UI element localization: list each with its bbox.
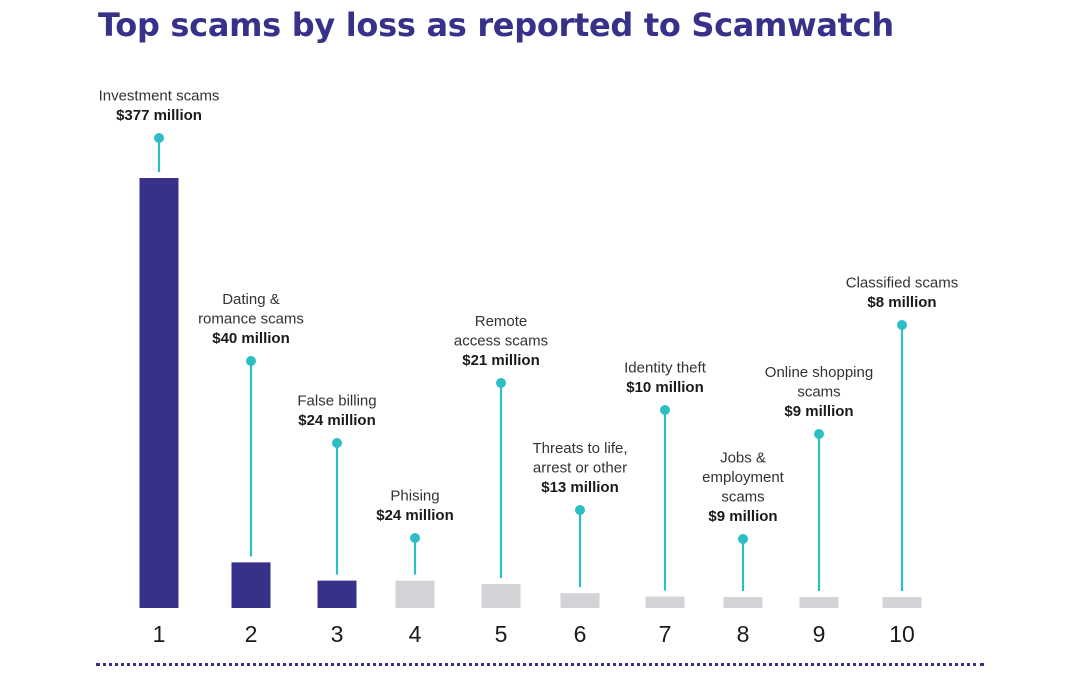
bar-3 bbox=[317, 580, 357, 608]
scam-name-5-line-1: Remote bbox=[475, 313, 528, 330]
stem-dot-3 bbox=[332, 438, 342, 448]
value-label-5: $21 million bbox=[462, 352, 540, 369]
chart-title: Top scams by loss as reported to Scamwat… bbox=[98, 6, 894, 44]
stem-dot-5 bbox=[496, 378, 506, 388]
rank-label-7: 7 bbox=[659, 621, 672, 647]
rank-label-3: 3 bbox=[331, 621, 344, 647]
value-label-10: $8 million bbox=[867, 294, 936, 311]
scam-name-2-line-2: romance scams bbox=[198, 311, 304, 328]
stem-dot-7 bbox=[660, 405, 670, 415]
bar-4 bbox=[395, 580, 435, 608]
value-label-8: $9 million bbox=[708, 508, 777, 525]
bar-8 bbox=[723, 597, 763, 608]
scam-name-6-line-1: Threats to life, bbox=[532, 440, 627, 457]
value-label-7: $10 million bbox=[626, 379, 704, 396]
scam-name-9-line-1: Online shopping bbox=[765, 364, 873, 381]
stem-dot-6 bbox=[575, 505, 585, 515]
bar-5 bbox=[481, 584, 521, 608]
value-label-3: $24 million bbox=[298, 412, 376, 429]
rank-label-6: 6 bbox=[574, 621, 587, 647]
value-label-2: $40 million bbox=[212, 330, 290, 347]
scam-name-5-line-2: access scams bbox=[454, 333, 548, 350]
scam-name-1-line-1: Investment scams bbox=[99, 88, 220, 105]
value-label-6: $13 million bbox=[541, 479, 619, 496]
bar-10 bbox=[882, 597, 922, 608]
value-label-1: $377 million bbox=[116, 107, 202, 124]
rank-label-10: 10 bbox=[889, 621, 915, 647]
scam-name-4-line-1: Phising bbox=[390, 488, 439, 505]
stem-dot-2 bbox=[246, 356, 256, 366]
rank-label-9: 9 bbox=[813, 621, 826, 647]
value-label-9: $9 million bbox=[784, 403, 853, 420]
stem-dot-10 bbox=[897, 320, 907, 330]
stem-dot-9 bbox=[814, 429, 824, 439]
rank-label-2: 2 bbox=[245, 621, 258, 647]
dotted-divider bbox=[96, 663, 984, 666]
scam-name-9-line-2: scams bbox=[797, 384, 840, 401]
scam-name-3-line-1: False billing bbox=[297, 393, 376, 410]
value-label-4: $24 million bbox=[376, 507, 454, 524]
scam-name-7-line-1: Identity theft bbox=[624, 360, 707, 377]
scam-name-8-line-1: Jobs & bbox=[720, 450, 766, 467]
rank-label-5: 5 bbox=[495, 621, 508, 647]
bar-6 bbox=[560, 593, 600, 608]
rank-label-4: 4 bbox=[409, 621, 422, 647]
stem-dot-1 bbox=[154, 133, 164, 143]
rank-label-1: 1 bbox=[153, 621, 166, 647]
scam-name-8-line-2: employment bbox=[702, 469, 785, 486]
scam-name-8-line-3: scams bbox=[721, 489, 764, 506]
scam-name-6-line-2: arrest or other bbox=[533, 460, 627, 477]
scam-name-10-line-1: Classified scams bbox=[846, 275, 959, 292]
bar-1 bbox=[139, 178, 179, 608]
scam-name-2-line-1: Dating & bbox=[222, 291, 280, 308]
rank-label-8: 8 bbox=[737, 621, 750, 647]
stem-dot-4 bbox=[410, 533, 420, 543]
stem-dot-8 bbox=[738, 534, 748, 544]
bar-7 bbox=[645, 596, 685, 608]
bar-9 bbox=[799, 597, 839, 608]
bar-2 bbox=[231, 562, 271, 608]
